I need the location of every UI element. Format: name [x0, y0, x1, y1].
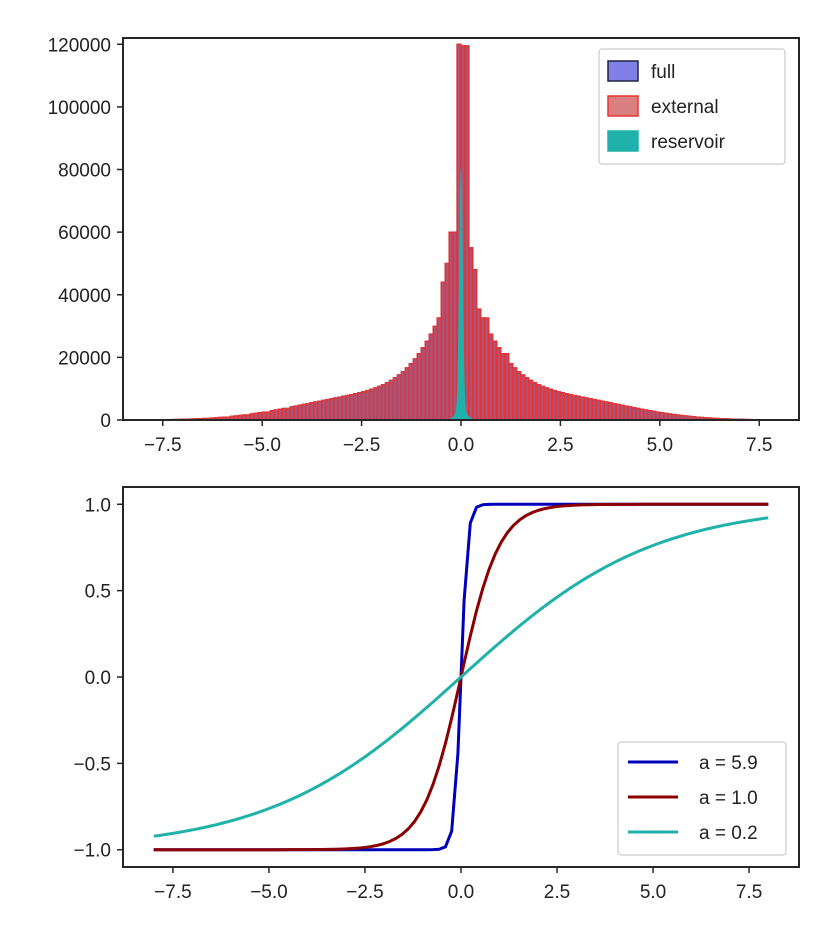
y-tick-label: −0.5 — [73, 754, 111, 775]
x-tick-label: −7.5 — [154, 882, 192, 903]
series-reservoir — [447, 166, 475, 420]
x-tick-label: 0.0 — [448, 882, 474, 903]
legend-label-reservoir: reservoir — [651, 132, 726, 153]
legend-label-a-0-2: a = 0.2 — [699, 823, 758, 844]
y-tick-label: 40000 — [58, 286, 111, 307]
line-a-0-2 — [153, 516, 769, 838]
line-legend: a = 5.9 a = 1.0 a = 0.2 — [617, 741, 787, 856]
y-tick-label: 1.0 — [85, 495, 111, 516]
x-tick-label: 2.5 — [544, 882, 570, 903]
line-x-axis: −7.5 −5.0 −2.5 0.0 2.5 5.0 7.5 — [154, 867, 762, 903]
line-series-group — [153, 502, 769, 852]
y-tick-label: 60000 — [58, 223, 111, 244]
histogram-legend: full external reservoir — [598, 48, 786, 165]
y-tick-label: 100000 — [48, 98, 111, 119]
legend-swatch-external — [607, 95, 639, 117]
y-tick-label: 20000 — [58, 348, 111, 369]
x-tick-label: 7.5 — [746, 435, 772, 456]
x-tick-label: −2.5 — [343, 435, 381, 456]
y-tick-label: 120000 — [48, 35, 111, 56]
line-legend-box — [617, 741, 787, 856]
legend-swatch-reservoir — [607, 130, 639, 152]
y-tick-label: 80000 — [58, 161, 111, 182]
legend-swatch-full — [607, 60, 639, 82]
x-tick-label: 5.0 — [640, 882, 666, 903]
y-tick-label: −1.0 — [73, 841, 111, 862]
histogram-legend-box — [598, 48, 786, 165]
line-y-axis: −1.0 −0.5 0.0 0.5 1.0 — [73, 495, 123, 862]
x-tick-label: 0.0 — [448, 435, 474, 456]
x-tick-label: −5.0 — [250, 882, 288, 903]
x-tick-label: 2.5 — [547, 435, 573, 456]
histogram-x-axis: −7.5 −5.0 −2.5 0.0 2.5 5.0 7.5 — [144, 420, 772, 456]
x-tick-label: 7.5 — [736, 882, 762, 903]
x-tick-label: −2.5 — [346, 882, 384, 903]
x-tick-label: −5.0 — [243, 435, 281, 456]
y-tick-label: 0 — [100, 411, 111, 432]
x-tick-label: −7.5 — [144, 435, 182, 456]
histogram-y-axis: 0 20000 40000 60000 80000 100000 120000 — [48, 35, 123, 432]
legend-label-full: full — [651, 62, 675, 83]
x-tick-label: 5.0 — [647, 435, 673, 456]
y-tick-label: 0.0 — [85, 668, 111, 689]
activation-line-panel: −7.5 −5.0 −2.5 0.0 2.5 5.0 7.5 −1.0 −0.5 0.0 0.5 1… — [73, 486, 800, 903]
legend-label-a-1-0: a = 1.0 — [699, 788, 758, 809]
legend-label-a-5-9: a = 5.9 — [699, 753, 758, 774]
histogram-panel: −7.5 −5.0 −2.5 0.0 2.5 5.0 7.5 0 20000 40000 6000… — [48, 35, 800, 456]
reservoir-spike — [447, 166, 475, 420]
legend-label-external: external — [651, 97, 719, 118]
y-tick-label: 0.5 — [85, 582, 111, 603]
